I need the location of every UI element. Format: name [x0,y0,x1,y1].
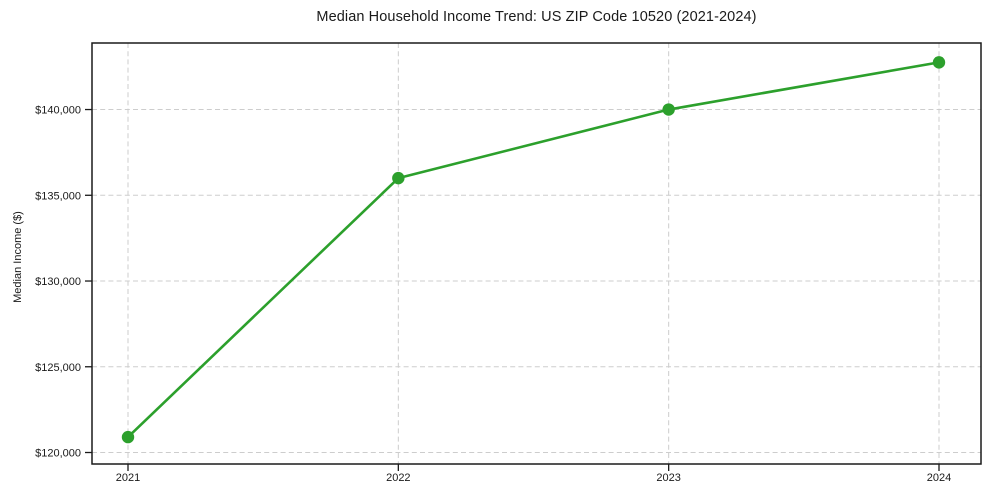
chart-title: Median Household Income Trend: US ZIP Co… [316,9,757,25]
y-tick-label: $125,000 [35,362,81,374]
y-tick-label: $120,000 [35,448,81,460]
data-point-marker [932,56,946,69]
plot-frame [91,42,982,465]
x-tick-label: 2023 [656,472,680,484]
data-point-marker [392,171,405,185]
x-tick-label: 2021 [116,472,140,484]
data-point-marker [662,103,675,116]
x-tick-label: 2022 [386,472,410,484]
data-point-marker [121,430,135,444]
y-tick-label: $140,000 [35,105,81,117]
y-tick-label: $130,000 [35,276,81,288]
x-tick-label: 2024 [927,472,951,484]
y-tick-label: $135,000 [35,190,81,202]
trend-line [127,61,940,439]
